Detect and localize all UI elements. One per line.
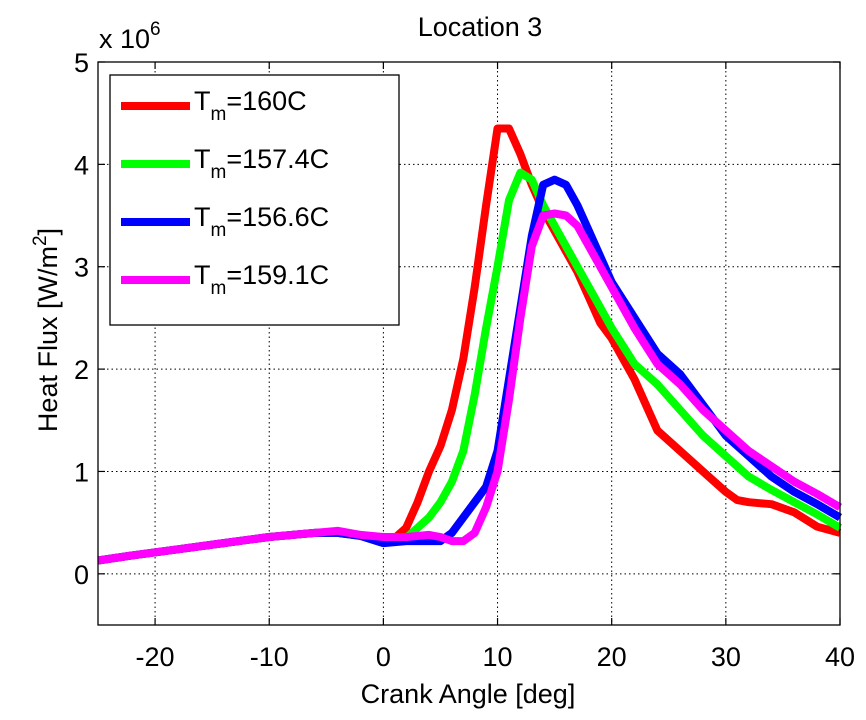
- legend-label-1: Tm=160C: [194, 86, 307, 125]
- x-tick-label: 0: [376, 642, 391, 672]
- y-multiplier-base: x 10: [99, 24, 150, 54]
- y-tick-label: 5: [74, 48, 89, 78]
- series-line-4: [97, 209, 843, 565]
- legend-label-3: Tm=156.6C: [194, 202, 329, 241]
- axis-ticks: -20 -10 0 10 20 30 40 0 1 2 3 4 5: [74, 48, 855, 672]
- y-tick-label: 1: [74, 457, 89, 487]
- x-tick-label: 40: [825, 642, 855, 672]
- legend-label-subscript: m: [211, 104, 227, 125]
- y-tick-label: 2: [74, 355, 89, 385]
- chart-title: Location 3: [418, 12, 543, 42]
- legend-label-base: T: [194, 260, 211, 290]
- x-tick-label: 10: [483, 642, 513, 672]
- y-tick-label: 3: [74, 253, 89, 283]
- legend-label-subscript: m: [211, 278, 227, 299]
- legend-label-subscript: m: [211, 162, 227, 183]
- legend-label-base: T: [194, 144, 211, 174]
- y-axis-label-end: ]: [33, 228, 63, 236]
- y-tick-label: 0: [74, 560, 89, 590]
- x-tick-label: -20: [136, 642, 175, 672]
- y-axis-label-superscript: 2: [30, 235, 51, 246]
- y-multiplier: x 106: [99, 19, 161, 54]
- legend-label-rest: =156.6C: [226, 202, 329, 232]
- y-tick-label: 4: [74, 150, 89, 180]
- y-axis-label: Heat Flux [W/m2]: [30, 228, 63, 432]
- legend-label-2: Tm=157.4C: [194, 144, 329, 183]
- legend-label-rest: =160C: [226, 86, 306, 116]
- plot-frame: [97, 61, 841, 626]
- y-multiplier-exponent: 6: [150, 19, 161, 40]
- x-axis-label: Crank Angle [deg]: [361, 679, 576, 709]
- y-axis-label-main: Heat Flux [W/m: [33, 246, 63, 432]
- series-lines: [97, 124, 843, 565]
- x-tick-label: -10: [250, 642, 289, 672]
- legend-label-4: Tm=159.1C: [194, 260, 329, 299]
- legend-label-base: T: [194, 86, 211, 116]
- legend-label-subscript: m: [211, 220, 227, 241]
- x-tick-label: 20: [597, 642, 627, 672]
- legend-label-rest: =159.1C: [226, 260, 329, 290]
- legend-label-base: T: [194, 202, 211, 232]
- x-tick-label: 30: [711, 642, 741, 672]
- legend-label-rest: =157.4C: [226, 144, 329, 174]
